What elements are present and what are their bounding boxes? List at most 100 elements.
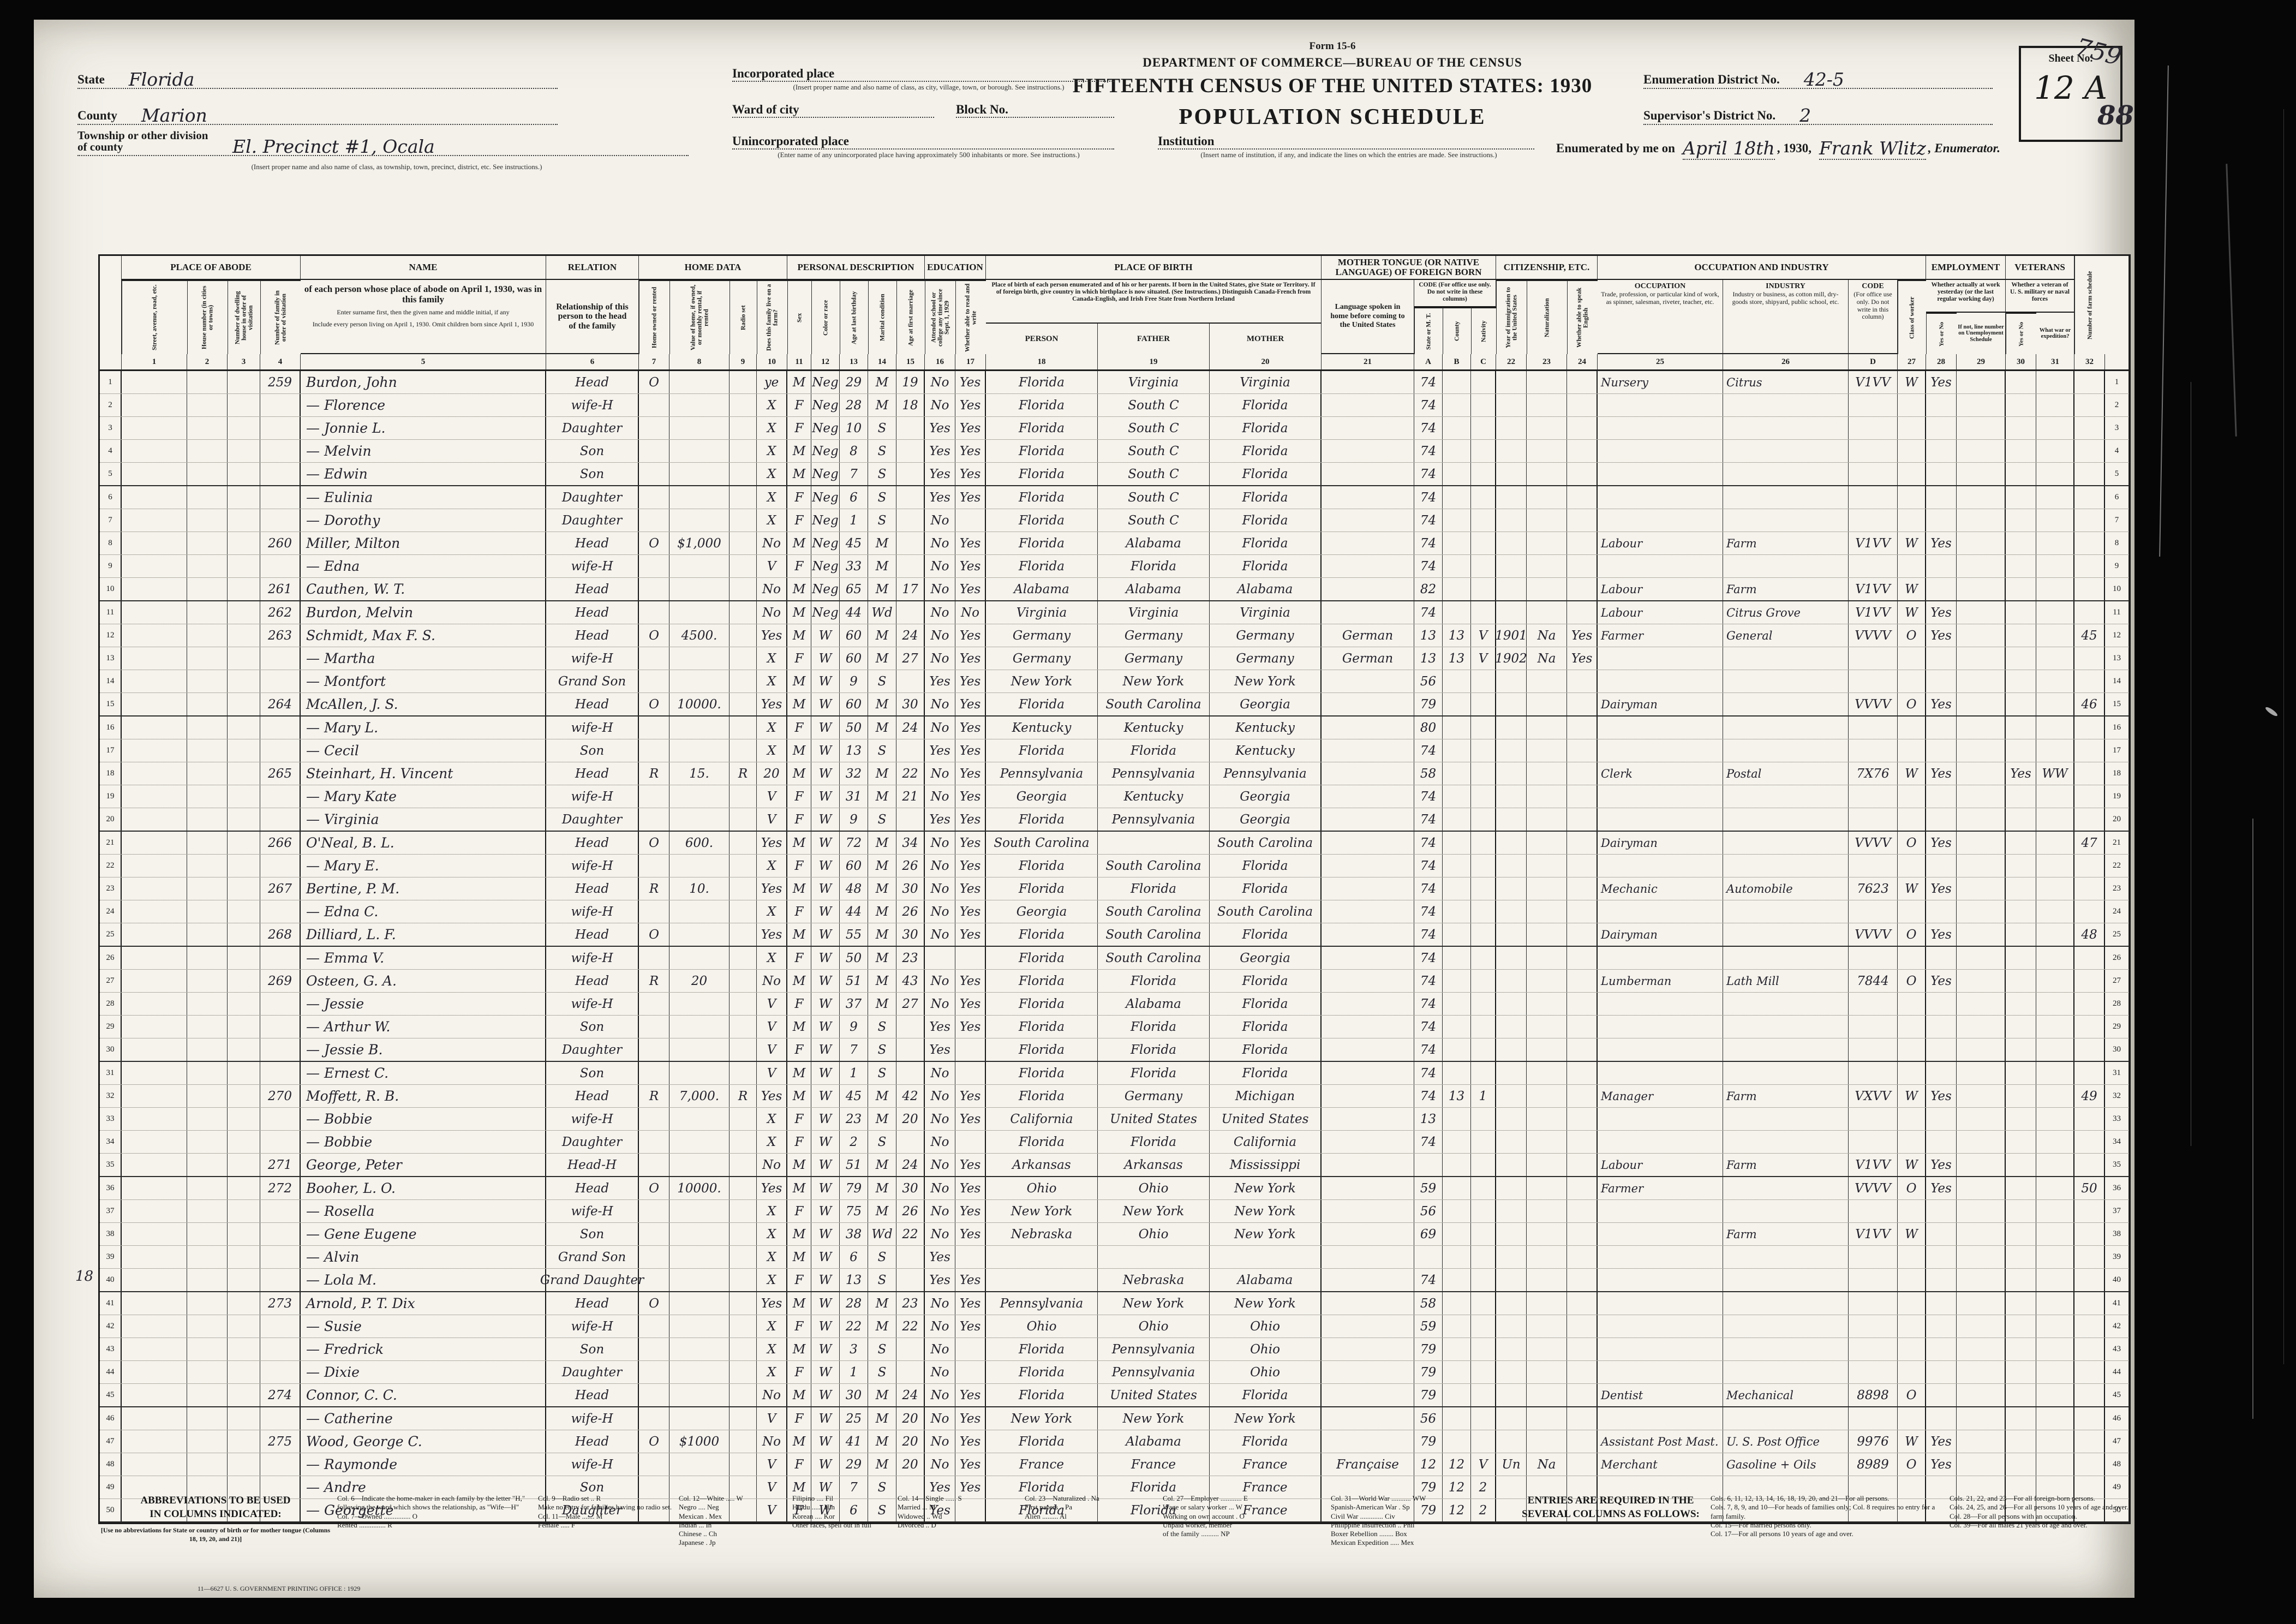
table-cell: Yes — [1926, 877, 1957, 900]
table-cell — [1723, 832, 1849, 854]
table-cell — [1849, 670, 1898, 692]
veterans-subhead: Yes or No — [2006, 313, 2036, 354]
table-cell: 27 — [896, 993, 925, 1015]
table-cell: Florida — [986, 394, 1098, 416]
line-number: 2 — [2105, 394, 2129, 416]
table-cell: M — [787, 532, 811, 554]
table-cell — [1471, 555, 1496, 577]
column-subhead: Radio set — [730, 280, 757, 354]
table-cell — [260, 1016, 301, 1038]
scan-artifact — [2264, 706, 2279, 718]
table-cell — [955, 1499, 986, 1521]
table-cell — [730, 1499, 757, 1521]
table-cell — [1598, 900, 1723, 923]
table-cell: Yes — [1926, 1154, 1957, 1176]
table-cell: W — [811, 970, 840, 992]
table-cell: 74 — [1414, 371, 1443, 393]
table-cell — [1926, 417, 1957, 439]
table-cell — [2006, 832, 2036, 854]
table-cell: 12 — [1443, 1499, 1471, 1521]
table-cell — [1443, 670, 1471, 692]
column-number: 12 — [811, 354, 840, 369]
table-cell: 20 — [757, 762, 787, 785]
table-row: 49— Andre Son V M W 7 S Yes Yes Florida Florida Fra… — [100, 1476, 2129, 1499]
table-cell — [2036, 1038, 2074, 1061]
table-cell: Farmer — [1598, 624, 1723, 647]
table-cell — [260, 1361, 301, 1383]
table-cell — [260, 486, 301, 509]
column-group: EMPLOYMENT — [1926, 256, 2006, 280]
table-cell — [1443, 923, 1471, 946]
line-number: 29 — [100, 1016, 122, 1038]
table-cell — [1322, 693, 1414, 715]
line-number: 4 — [2105, 440, 2129, 462]
table-cell — [187, 532, 228, 554]
table-cell: Kentucky — [1210, 739, 1322, 762]
table-cell — [1527, 555, 1567, 577]
table-cell: Florida — [986, 1361, 1098, 1383]
line-number: 48 — [100, 1453, 122, 1476]
table-cell — [122, 670, 187, 692]
table-cell — [1849, 1016, 1898, 1038]
table-cell: Manager — [1598, 1085, 1723, 1107]
table-cell — [1496, 670, 1527, 692]
table-cell — [122, 532, 187, 554]
table-cell — [1443, 1315, 1471, 1338]
line-number: 20 — [2105, 808, 2129, 831]
table-cell — [187, 1108, 228, 1130]
table-cell: 261 — [260, 578, 301, 600]
table-cell — [1957, 1384, 2006, 1406]
table-cell — [2036, 463, 2074, 485]
table-cell — [1443, 1407, 1471, 1430]
sheet-number-box: Sheet No. 12 A — [2019, 46, 2122, 142]
table-cell: F — [787, 1453, 811, 1476]
table-cell — [1898, 1499, 1926, 1521]
table-cell: Head — [546, 624, 639, 647]
table-cell — [2074, 1453, 2105, 1476]
table-cell: Yes — [1567, 647, 1598, 670]
table-cell — [730, 970, 757, 992]
table-cell — [669, 1246, 730, 1268]
table-cell — [669, 855, 730, 877]
table-cell: M — [868, 624, 896, 647]
table-cell — [1496, 601, 1527, 624]
table-cell — [260, 1223, 301, 1245]
table-cell — [1471, 923, 1496, 946]
table-cell: Yes — [1926, 532, 1957, 554]
table-cell — [1527, 1085, 1567, 1107]
table-cell — [669, 1338, 730, 1360]
table-cell: 272 — [260, 1177, 301, 1199]
table-cell: Virginia — [986, 601, 1098, 624]
footer-block: Cols. 21, 22, and 23—For all foreign-bor… — [1950, 1494, 2128, 1529]
table-cell: Yes — [925, 808, 955, 831]
table-cell — [1496, 1292, 1527, 1315]
table-cell — [1898, 717, 1926, 739]
line-number: 17 — [100, 739, 122, 762]
table-cell — [1898, 647, 1926, 670]
table-cell — [1849, 785, 1898, 808]
table-cell: No — [925, 509, 955, 532]
table-cell: S — [868, 463, 896, 485]
table-cell: Alabama — [1098, 578, 1210, 600]
table-cell — [228, 578, 260, 600]
table-cell: wife-H — [546, 1200, 639, 1222]
table-cell: Neg — [811, 532, 840, 554]
table-cell — [1322, 509, 1414, 532]
table-cell: Florida — [986, 1384, 1098, 1406]
table-cell: M — [868, 532, 896, 554]
table-cell — [2036, 1338, 2074, 1360]
table-cell — [2006, 947, 2036, 969]
table-cell — [122, 486, 187, 509]
table-cell — [187, 832, 228, 854]
column-subhead: Street, avenue, road, etc. — [122, 280, 187, 354]
table-cell: New York — [1098, 1200, 1210, 1222]
table-cell — [1527, 785, 1567, 808]
occupation-column-subhead: OCCUPATION Trade, profession, or particul… — [1598, 280, 1723, 354]
table-cell — [1957, 1269, 2006, 1291]
table-cell: M — [868, 555, 896, 577]
line-number: 1 — [100, 371, 122, 393]
table-cell — [2036, 417, 2074, 439]
table-cell — [1598, 1062, 1723, 1084]
table-cell — [1322, 717, 1414, 739]
table-cell: — Jessie — [301, 993, 546, 1015]
